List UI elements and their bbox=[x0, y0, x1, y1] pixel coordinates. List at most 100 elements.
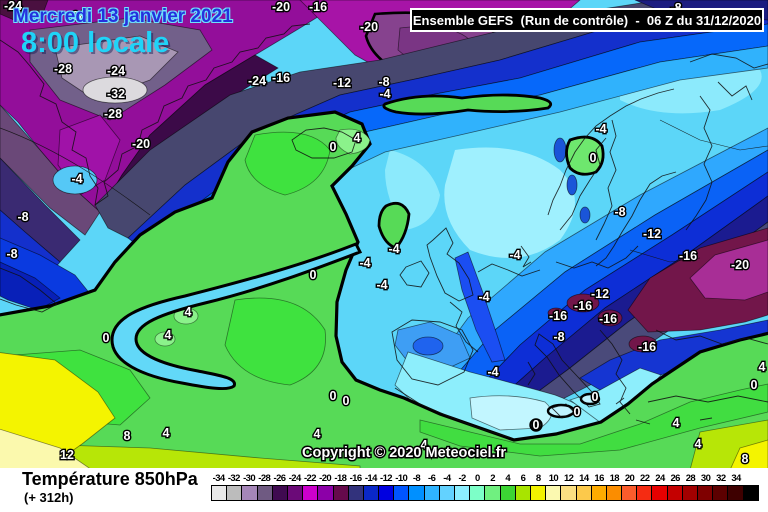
legend-tick: 26 bbox=[670, 473, 680, 484]
temp-label: -4 bbox=[509, 248, 520, 262]
temp-label: 0 bbox=[533, 418, 540, 432]
legend-swatch bbox=[272, 486, 288, 500]
legend-swatch bbox=[530, 486, 547, 500]
legend-swatch bbox=[698, 486, 714, 500]
temp-label: -16 bbox=[574, 299, 592, 313]
temp-label: -20 bbox=[132, 137, 150, 151]
zero-degree-region bbox=[0, 93, 768, 468]
legend-swatch bbox=[394, 486, 410, 500]
legend-tick: 0 bbox=[474, 473, 480, 484]
legend-tick: -16 bbox=[349, 473, 363, 484]
temp-label: 4 bbox=[673, 416, 680, 430]
legend-tick: -28 bbox=[258, 473, 271, 484]
legend-swatch bbox=[470, 486, 486, 500]
legend-tick: -4 bbox=[443, 473, 451, 484]
temp-label: -28 bbox=[54, 62, 72, 76]
temp-label: 4 bbox=[163, 426, 170, 440]
temp-label: -16 bbox=[549, 309, 567, 323]
legend-tick: -18 bbox=[334, 473, 347, 484]
temp-label: -4 bbox=[376, 278, 387, 292]
temp-label: 4 bbox=[354, 131, 361, 145]
temp-label: 4 bbox=[695, 437, 702, 451]
legend-tick: -2 bbox=[458, 473, 466, 484]
legend-tick: 30 bbox=[700, 473, 711, 484]
temp-label: -32 bbox=[107, 87, 125, 101]
temp-label: -12 bbox=[591, 287, 609, 301]
legend-tick: -20 bbox=[319, 473, 332, 484]
temp-label: -8 bbox=[553, 330, 564, 344]
legend-tick: 10 bbox=[548, 473, 559, 484]
temp-label: 0 bbox=[343, 394, 350, 408]
legend-tick: 2 bbox=[490, 473, 495, 484]
legend-swatch bbox=[728, 486, 744, 500]
color-scale: -34 -32 -30 -28 -26 -24 -22 -20 -18 -16 -14 -12 -10-… bbox=[211, 473, 759, 501]
color-scale-ticks: -34 -32 -30 -28 -26 -24 -22 -20 -18 -16 -14 -12 -10-… bbox=[211, 473, 759, 485]
temp-label: -16 bbox=[638, 340, 656, 354]
legend-swatch bbox=[409, 486, 425, 500]
temp-label: 4 bbox=[759, 360, 766, 374]
temperature-bands bbox=[0, 0, 768, 443]
legend-tick: 6 bbox=[520, 473, 526, 484]
legend-bar: Température 850hPa (+ 312h) -34 -32 -30 -28… bbox=[0, 468, 768, 512]
temp-label: 8 bbox=[742, 452, 749, 466]
time-label: 8:00 locale bbox=[21, 27, 170, 59]
date-label: Mercredi 13 janvier 2021 bbox=[13, 6, 233, 27]
legend-swatch bbox=[667, 486, 683, 500]
coastlines bbox=[0, 23, 768, 439]
legend-tick: 24 bbox=[655, 473, 665, 484]
parameter-title: Température 850hPa bbox=[22, 469, 198, 489]
legend-swatch bbox=[303, 486, 319, 500]
legend-tick: 8 bbox=[535, 473, 541, 484]
temp-label: -8 bbox=[17, 210, 28, 224]
legend-tick: -8 bbox=[412, 473, 421, 484]
legend-swatch bbox=[348, 486, 364, 500]
legend-swatch bbox=[515, 486, 531, 500]
legend-tick: 12 bbox=[563, 473, 574, 484]
forecast-lead-time: (+ 312h) bbox=[24, 490, 74, 505]
temp-label: -8 bbox=[614, 205, 625, 219]
temp-label: -4 bbox=[487, 365, 498, 379]
temp-label: -4 bbox=[595, 122, 606, 136]
legend-tick: 22 bbox=[640, 473, 650, 484]
temperature-labels: -24-28-20-16-20-8-28-24-32-28-20-24-16-1… bbox=[3, 0, 767, 467]
temp-label: -24 bbox=[4, 0, 22, 13]
temp-label: 0 bbox=[103, 331, 110, 345]
temp-label: 0 bbox=[330, 389, 337, 403]
legend-tick: 28 bbox=[685, 473, 696, 484]
legend-tick: -6 bbox=[428, 473, 436, 484]
map-canvas: -24-28-20-16-20-8-28-24-32-28-20-24-16-1… bbox=[0, 0, 768, 468]
legend-tick: -34 bbox=[212, 473, 226, 484]
legend-swatch bbox=[363, 486, 380, 500]
model-run-banner: Ensemble GEFS (Run de contrôle) - 06 Z d… bbox=[410, 8, 764, 32]
legend-swatch bbox=[212, 486, 228, 500]
temp-label: -4 bbox=[388, 242, 399, 256]
legend-swatch bbox=[485, 486, 501, 500]
temp-label: -16 bbox=[272, 71, 290, 85]
temp-label: 4 bbox=[314, 427, 321, 441]
temp-label: -20 bbox=[272, 0, 290, 14]
temp-label: -16 bbox=[599, 312, 617, 326]
temp-label: 0 bbox=[574, 405, 581, 419]
legend-swatch bbox=[561, 486, 577, 500]
legend-swatch bbox=[713, 486, 729, 500]
legend-tick: 16 bbox=[594, 473, 604, 484]
legend-swatch bbox=[242, 486, 258, 500]
temp-label: 0 bbox=[590, 151, 597, 165]
legend-tick: -12 bbox=[380, 473, 393, 484]
temp-label: 4 bbox=[421, 438, 428, 452]
temp-label: -24 bbox=[107, 64, 125, 78]
legend-swatch bbox=[500, 486, 516, 500]
legend-tick: -14 bbox=[364, 473, 378, 484]
legend-swatch bbox=[743, 486, 758, 500]
legend-swatch bbox=[682, 486, 698, 500]
legend-swatch bbox=[637, 486, 653, 500]
temp-label: 0 bbox=[751, 378, 758, 392]
legend-tick: 32 bbox=[716, 473, 726, 484]
temp-label: 0 bbox=[310, 268, 317, 282]
legend-swatch bbox=[424, 486, 440, 500]
legend-swatch bbox=[318, 486, 334, 500]
legend-swatch bbox=[439, 486, 455, 500]
legend-tick: -26 bbox=[273, 473, 287, 484]
temp-label: -4 bbox=[359, 256, 370, 270]
